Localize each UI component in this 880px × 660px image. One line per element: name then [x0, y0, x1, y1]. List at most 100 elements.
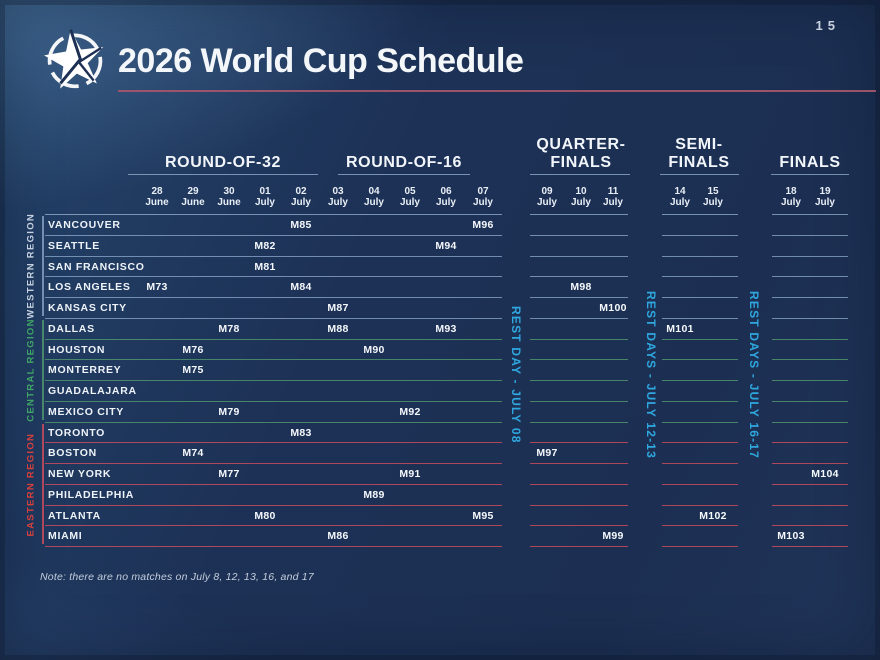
row-line — [772, 400, 848, 402]
row-line — [772, 421, 848, 423]
row-line — [45, 276, 502, 278]
city-label-new-york: NEW YORK — [48, 468, 112, 480]
row-line — [45, 463, 502, 464]
row-line — [530, 483, 628, 485]
world-cup-star-logo-icon — [44, 29, 104, 89]
date-day: 19 — [819, 186, 831, 197]
row-line — [530, 359, 628, 361]
match-code-m92: M92 — [399, 405, 421, 418]
date-month: July — [602, 197, 623, 208]
date-day: 06 — [440, 186, 452, 197]
city-label-philadelphia: PHILADELPHIA — [48, 488, 134, 501]
stage-underline-sf — [660, 174, 739, 175]
stage-underline-r32 — [128, 174, 318, 175]
row-line — [662, 442, 738, 444]
row-line — [772, 338, 848, 340]
date-day: 29 — [187, 186, 199, 197]
date-day: 02 — [295, 186, 307, 197]
city-label-vancouver: VANCOUVER — [48, 219, 121, 231]
row-line — [772, 297, 848, 298]
row-line — [662, 504, 738, 506]
date-header-qf-11July: 11 July — [593, 186, 633, 208]
page-title: 2026 World Cup Schedule — [118, 42, 524, 80]
match-code-m104: M104 — [811, 468, 839, 480]
row-line — [662, 525, 738, 527]
date-header-r32-30June: 30 June — [209, 186, 249, 208]
stage-header-r16: ROUND-OF-16 — [309, 154, 499, 172]
date-header-finals-19July: 19 July — [805, 186, 845, 208]
row-line — [662, 463, 738, 464]
row-line — [45, 421, 502, 423]
row-line — [530, 421, 628, 423]
match-code-m80: M80 — [254, 509, 276, 522]
stage-underline-qf — [530, 174, 630, 175]
date-header-r16-06July: 06 July — [426, 186, 466, 208]
date-day: 10 — [575, 186, 587, 197]
row-line — [662, 421, 738, 423]
match-code-m75: M75 — [182, 364, 204, 377]
title-underline — [118, 90, 876, 92]
row-line — [530, 504, 628, 506]
row-line — [45, 234, 502, 236]
date-month: July — [669, 197, 690, 208]
match-code-m83: M83 — [290, 426, 312, 439]
row-line — [530, 463, 628, 464]
date-month: July — [435, 197, 456, 208]
date-day: 09 — [541, 186, 553, 197]
row-line — [45, 504, 502, 506]
row-line — [662, 317, 738, 319]
row-line — [45, 525, 502, 527]
row-line — [45, 297, 502, 298]
row-line — [45, 442, 502, 444]
stage-header-line: FINALS — [550, 154, 612, 171]
date-header-r32-29June: 29 June — [173, 186, 213, 208]
date-month: July — [472, 197, 493, 208]
region-label-western-region: WESTERN REGION — [25, 212, 37, 319]
stage-header-line: FINALS — [668, 154, 730, 171]
row-line — [45, 255, 502, 257]
row-line — [530, 525, 628, 527]
region-label-eastern-region: EASTERN REGION — [25, 431, 37, 536]
row-line — [772, 442, 848, 444]
row-line — [662, 546, 738, 547]
match-code-m84: M84 — [290, 281, 312, 294]
date-month: July — [363, 197, 384, 208]
date-header-r32-02July: 02 July — [281, 186, 321, 208]
region-divider-0 — [42, 216, 44, 316]
date-header-r16-07July: 07 July — [463, 186, 503, 208]
row-line — [530, 255, 628, 257]
match-code-m90: M90 — [363, 343, 385, 356]
rest-day-label-rest-jul08: REST DAY - JULY 08 — [509, 306, 523, 444]
stage-header-qf: QUARTER- FINALS — [486, 136, 676, 172]
date-header-r16-05July: 05 July — [390, 186, 430, 208]
row-line — [662, 359, 738, 361]
city-label-kansas-city: KANSAS CITY — [48, 302, 127, 314]
row-line — [45, 546, 502, 547]
row-line — [662, 400, 738, 402]
row-line — [530, 338, 628, 340]
region-label-central-region: CENTRAL REGION — [25, 317, 37, 422]
row-line — [772, 276, 848, 278]
row-line — [530, 297, 628, 298]
date-header-sf-15July: 15 July — [693, 186, 733, 208]
match-code-m89: M89 — [363, 488, 385, 501]
rest-day-label-rest-jul16-17: REST DAYS - JULY 16-17 — [747, 290, 761, 460]
date-header-r16-03July: 03 July — [318, 186, 358, 208]
row-line — [530, 276, 628, 278]
city-label-dallas: DALLAS — [48, 322, 95, 335]
stage-header-line: ROUND-OF-32 — [165, 154, 281, 171]
date-day: 14 — [674, 186, 686, 197]
stage-header-line: ROUND-OF-16 — [346, 154, 462, 171]
stage-header-line: QUARTER- — [536, 136, 626, 153]
match-code-m86: M86 — [327, 530, 349, 543]
date-month: July — [254, 197, 275, 208]
region-divider-1 — [42, 319, 44, 420]
match-code-m87: M87 — [327, 302, 349, 314]
match-code-m74: M74 — [182, 447, 204, 460]
date-header-r32-01July: 01 July — [245, 186, 285, 208]
row-line — [772, 483, 848, 485]
date-day: 05 — [404, 186, 416, 197]
header-rule — [45, 214, 502, 215]
match-code-m94: M94 — [435, 239, 457, 252]
